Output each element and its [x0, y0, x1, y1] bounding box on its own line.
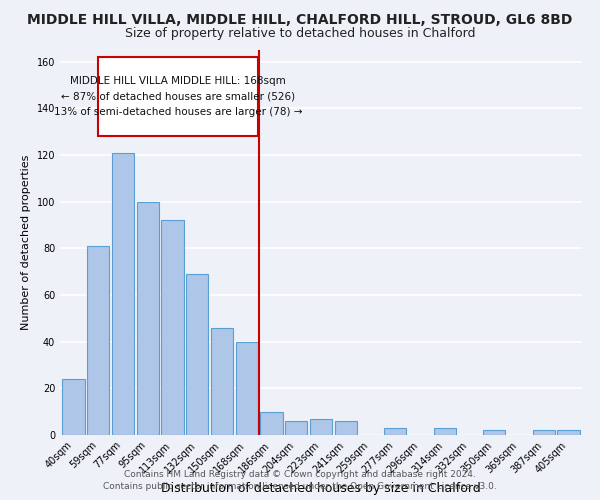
Bar — [533, 430, 555, 435]
Bar — [384, 428, 406, 435]
FancyBboxPatch shape — [98, 57, 258, 136]
Bar — [112, 152, 134, 435]
Bar — [335, 421, 357, 435]
Bar — [483, 430, 505, 435]
Bar — [137, 202, 159, 435]
Bar — [434, 428, 456, 435]
Text: MIDDLE HILL VILLA MIDDLE HILL: 168sqm
← 87% of detached houses are smaller (526): MIDDLE HILL VILLA MIDDLE HILL: 168sqm ← … — [54, 76, 302, 118]
X-axis label: Distribution of detached houses by size in Chalford: Distribution of detached houses by size … — [161, 482, 481, 495]
Bar — [260, 412, 283, 435]
Bar — [557, 430, 580, 435]
Y-axis label: Number of detached properties: Number of detached properties — [21, 155, 31, 330]
Bar — [62, 379, 85, 435]
Text: Contains public sector information licensed under the Open Government Licence v3: Contains public sector information licen… — [103, 482, 497, 491]
Bar — [310, 418, 332, 435]
Bar — [87, 246, 109, 435]
Bar — [236, 342, 258, 435]
Bar — [186, 274, 208, 435]
Bar — [161, 220, 184, 435]
Bar — [211, 328, 233, 435]
Text: Size of property relative to detached houses in Chalford: Size of property relative to detached ho… — [125, 28, 475, 40]
Text: MIDDLE HILL VILLA, MIDDLE HILL, CHALFORD HILL, STROUD, GL6 8BD: MIDDLE HILL VILLA, MIDDLE HILL, CHALFORD… — [28, 12, 572, 26]
Text: Contains HM Land Registry data © Crown copyright and database right 2024.: Contains HM Land Registry data © Crown c… — [124, 470, 476, 479]
Bar — [285, 421, 307, 435]
